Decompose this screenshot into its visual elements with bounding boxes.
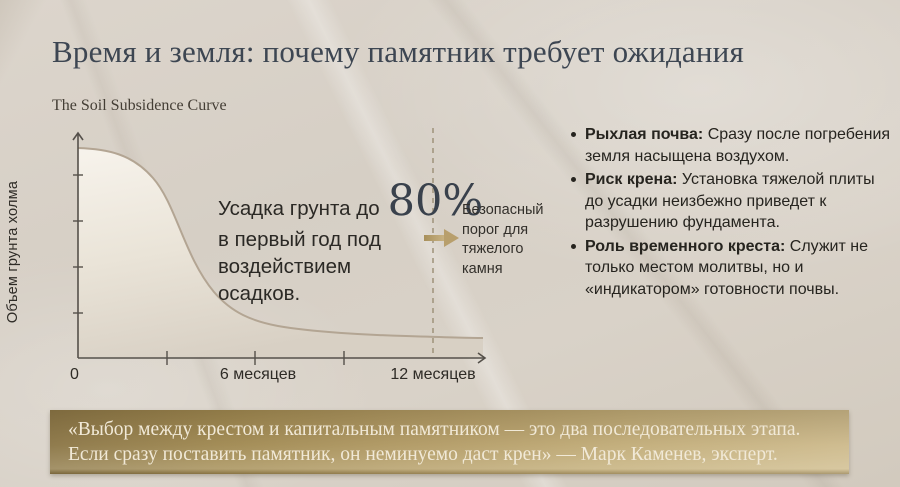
subsidence-chart [72, 128, 487, 365]
subsidence-curve [77, 147, 484, 339]
bullet-text: Сразу после погребения земля насыщена во… [585, 126, 891, 165]
list-item-tilt-risk: Риск крена: Установка тяжелой плиты до у… [571, 169, 897, 234]
x-axis-arrowhead [477, 352, 487, 364]
y-axis-arrowhead [72, 131, 84, 141]
list-item-temporary-cross: Роль временного креста: Служит не только… [571, 236, 897, 301]
annotation-percentage: 80% [387, 176, 484, 226]
bullet-lead: Роль временного креста: [585, 237, 786, 255]
bullet-lead: Риск крена: [585, 171, 678, 188]
bullet-text: Служит не только местом молитвы, но и «и… [585, 237, 868, 298]
annotation-text: Усадка грунта до [218, 197, 380, 220]
threshold-arrow-icon [424, 229, 459, 247]
chart-annotation: Усадка грунта до 80% в первый год под во… [218, 180, 483, 307]
list-item-loose-soil: Рыхлая почва: Сразу после погребения зем… [571, 124, 897, 167]
expert-quote-banner: «Выбор между крестом и капитальным памят… [50, 410, 849, 474]
chart-subtitle: The Soil Subsidence Curve [52, 97, 227, 114]
bullet-lead: Рыхлая почва: [585, 126, 704, 143]
subsidence-area [78, 148, 483, 357]
quote-line-2: Если сразу поставить памятник, он немину… [68, 444, 778, 465]
y-axis-label: Объем грунта холма [5, 180, 21, 324]
x-tick-label-12: 12 месяцев [390, 366, 476, 383]
x-tick-label-6: 6 месяцев [219, 366, 297, 383]
annotation-text-continued: в первый год под воздействием осадков. [218, 228, 381, 305]
key-points-list: Рыхлая почва: Сразу после погребения зем… [568, 124, 897, 302]
quote-line-1: «Выбор между крестом и капитальным памят… [68, 419, 801, 440]
page-title: Время и земля: почему памятник требует о… [52, 34, 744, 69]
threshold-label: Безопасный порог для тяжелого камня [462, 202, 544, 277]
x-tick-label-0: 0 [70, 366, 79, 383]
bullet-text: Установка тяжелой плиты до усадки неизбе… [585, 171, 875, 231]
